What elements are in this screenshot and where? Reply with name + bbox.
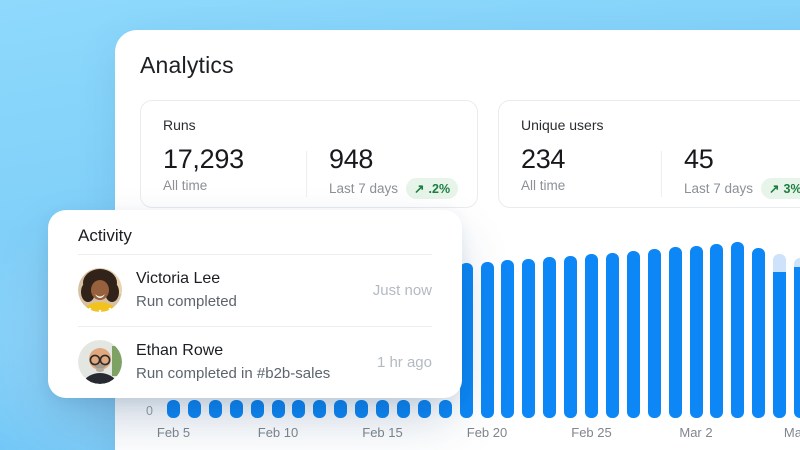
stat-card-title: Runs bbox=[163, 117, 196, 133]
bar-feb-13 bbox=[334, 400, 348, 418]
bar-feb-14 bbox=[355, 400, 369, 418]
bar-feb-18 bbox=[438, 400, 452, 418]
stat-primary-label: All time bbox=[163, 178, 208, 193]
activity-list-item[interactable]: Victoria Lee Run completed Just now bbox=[48, 254, 462, 326]
activity-action: Run completed in #b2b-sales bbox=[136, 365, 331, 382]
activity-timestamp: 1 hr ago bbox=[376, 353, 432, 371]
bar-mar-4 bbox=[731, 242, 745, 418]
bar-feb-9 bbox=[250, 400, 264, 418]
x-tick-label: Feb 15 bbox=[362, 425, 403, 440]
x-tick-label: Feb 5 bbox=[156, 425, 191, 440]
activity-list-item[interactable]: Ethan Rowe Run completed in #b2b-sales 1… bbox=[48, 326, 462, 398]
stat-secondary-value: 45 bbox=[684, 144, 714, 174]
bar-feb-16 bbox=[396, 400, 410, 418]
bar-feb-20 bbox=[480, 262, 494, 418]
stat-card-runs: Runs 17,293 All time 948 Last 7 days ↗ .… bbox=[140, 100, 478, 208]
activity-user-name: Victoria Lee bbox=[136, 270, 221, 287]
x-tick-label: Mar 2 bbox=[679, 425, 713, 440]
bar-mar-1 bbox=[668, 247, 682, 418]
stat-divider bbox=[661, 151, 662, 197]
bar-mar-6 bbox=[773, 254, 787, 418]
bar-chart-plot bbox=[167, 30, 800, 418]
activity-title: Activity bbox=[78, 226, 132, 245]
page-title: Analytics bbox=[140, 52, 234, 78]
stat-secondary-value: 948 bbox=[329, 144, 374, 174]
bar-feb-27 bbox=[626, 251, 640, 418]
bar-mar-2 bbox=[689, 246, 703, 418]
trend-badge: ↗ 3% bbox=[761, 178, 800, 199]
trend-badge: ↗ .2% bbox=[406, 178, 459, 199]
stat-primary-label: All time bbox=[521, 178, 566, 193]
stat-primary-value: 234 bbox=[521, 144, 566, 174]
ethan-rowe-avatar bbox=[78, 340, 122, 384]
bar-feb-15 bbox=[376, 400, 389, 418]
activity-user-name: Ethan Rowe bbox=[136, 342, 224, 359]
x-tick-label: Feb 10 bbox=[257, 425, 299, 440]
divider bbox=[78, 326, 432, 327]
stat-card-unique-users: Unique users 234 All time 45 Last 7 days… bbox=[498, 100, 800, 208]
bar-feb-8 bbox=[229, 400, 243, 418]
bar-feb-26 bbox=[605, 253, 619, 418]
bar-feb-11 bbox=[292, 400, 306, 418]
bar-feb-6 bbox=[187, 400, 201, 418]
bar-mar-3 bbox=[710, 244, 724, 418]
stat-secondary-label: Last 7 days bbox=[329, 181, 399, 196]
x-tick-label: Feb 20 bbox=[466, 425, 508, 440]
stat-primary-value: 17,293 bbox=[163, 144, 244, 174]
activity-timestamp: Just now bbox=[372, 281, 432, 299]
bar-mar-7 bbox=[794, 258, 800, 418]
stat-divider bbox=[306, 151, 307, 197]
bar-feb-28 bbox=[647, 249, 661, 418]
trend-value: .2% bbox=[428, 181, 451, 196]
bar-feb-5 bbox=[167, 400, 180, 418]
bar-feb-19 bbox=[459, 263, 473, 418]
y-axis-zero-label: 0 bbox=[146, 404, 153, 418]
x-tick-label: Feb 25 bbox=[571, 425, 612, 440]
trend-up-icon: ↗ bbox=[414, 182, 425, 196]
divider bbox=[78, 254, 432, 255]
x-axis-tick-labels: Feb 5 Feb 10 Feb 15 Feb 20 Feb 25 Mar 2 Mar 7 bbox=[157, 425, 800, 445]
trend-value: 3% bbox=[783, 181, 800, 196]
bar-feb-17 bbox=[417, 400, 431, 418]
bar-feb-21 bbox=[501, 260, 515, 418]
bar-feb-12 bbox=[313, 400, 327, 418]
victoria-lee-avatar bbox=[78, 268, 122, 312]
x-tick-label: Mar 7 bbox=[783, 425, 800, 440]
stat-card-title: Unique users bbox=[521, 117, 604, 133]
bar-feb-22 bbox=[522, 259, 536, 418]
activity-action: Run completed bbox=[136, 293, 237, 310]
bar-feb-7 bbox=[208, 400, 222, 418]
activity-card: Activity Victoria Lee Run bbox=[48, 210, 462, 398]
bar-feb-23 bbox=[543, 257, 557, 418]
trend-up-icon: ↗ bbox=[769, 182, 780, 196]
bar-feb-25 bbox=[585, 254, 598, 418]
bar-feb-10 bbox=[271, 400, 285, 418]
stat-secondary-label: Last 7 days bbox=[684, 181, 754, 196]
bar-mar-5 bbox=[752, 248, 766, 418]
bar-feb-24 bbox=[564, 256, 578, 418]
